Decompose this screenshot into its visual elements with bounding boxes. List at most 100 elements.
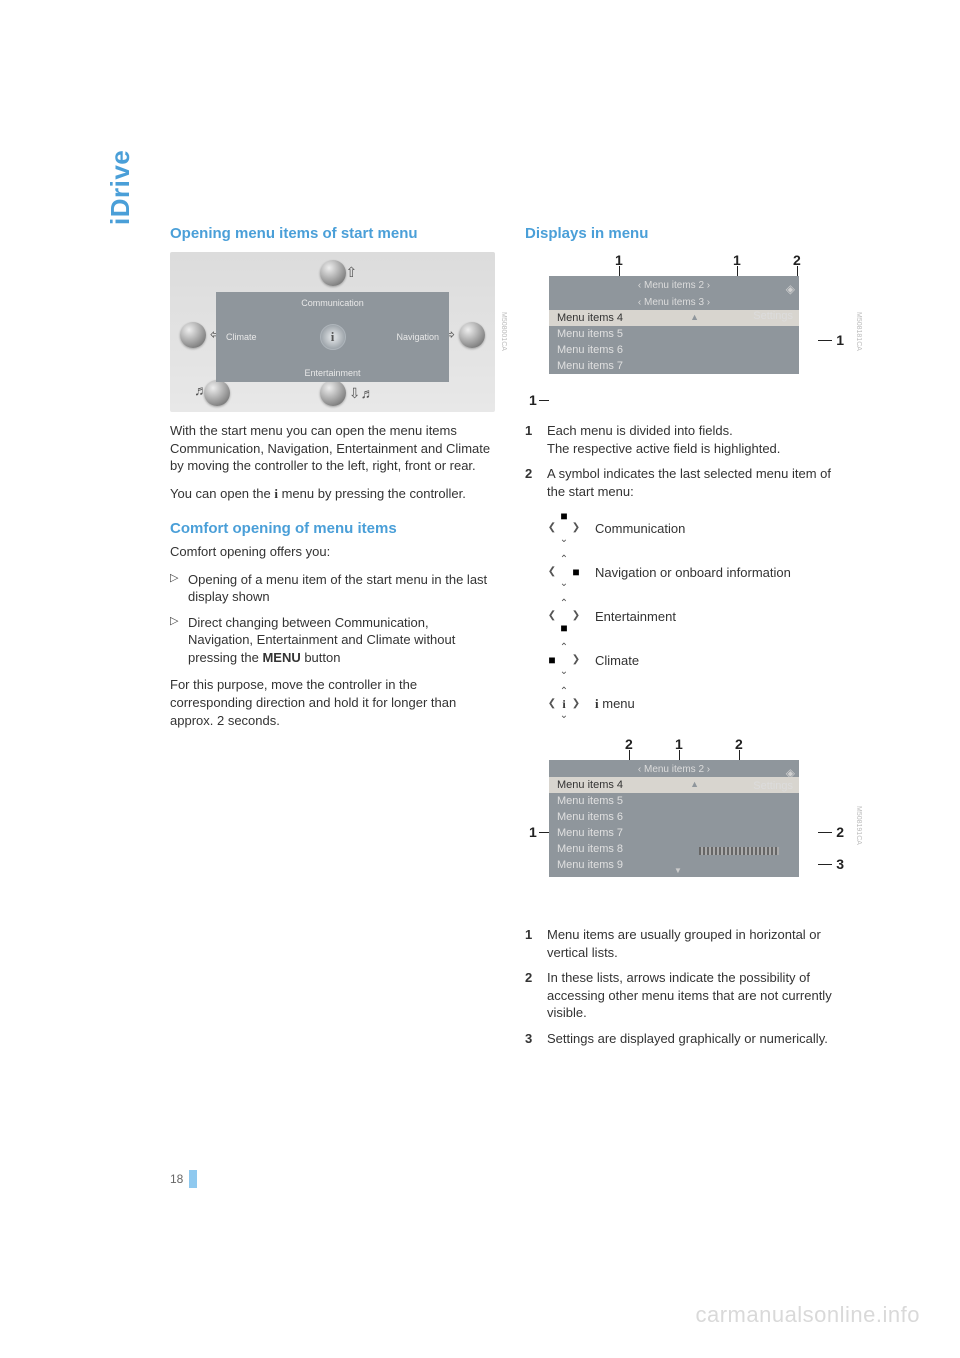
callout-line bbox=[619, 266, 620, 276]
heading-displays-in-menu: Displays in menu bbox=[525, 225, 850, 242]
text-fragment: menu bbox=[599, 696, 635, 711]
icon-def-navigation: ⌃❮■⌄ Navigation or onboard information bbox=[547, 554, 850, 590]
callout-3-right: 3 bbox=[836, 856, 844, 872]
icon-def-label: Entertainment bbox=[595, 609, 676, 624]
text-fragment: menu by pressing the controller. bbox=[278, 486, 466, 501]
menu-screen: ◈ ‹ Menu items 2 › ‹ Menu items 3 › Menu… bbox=[549, 276, 799, 374]
triangle-icon: ▲ bbox=[690, 312, 699, 322]
knob-left-icon bbox=[180, 322, 206, 348]
direction-center-i-icon: ⌃❮i❯⌄ bbox=[547, 686, 581, 722]
side-section-title: iDrive bbox=[105, 150, 136, 225]
knob-top-icon bbox=[320, 260, 346, 286]
icon-def-communication: ■❮❯⌄ Communication bbox=[547, 510, 850, 546]
watermark: carmanualsonline.info bbox=[695, 1302, 920, 1328]
figure-start-menu: ⇧ ⇦▯ ▯⇨ ♬ ⇩♬ Communication Climate Navig… bbox=[170, 252, 495, 412]
callout-1-bottom: 1 bbox=[529, 392, 537, 408]
knob-right-icon bbox=[459, 322, 485, 348]
list-number: 2 bbox=[525, 969, 532, 987]
list-number: 1 bbox=[525, 422, 532, 440]
note-left-icon: ♬ bbox=[194, 382, 208, 398]
direction-down-icon: ⌃❮❯■ bbox=[547, 598, 581, 634]
menu-row: Menu items 9 ▼ bbox=[549, 857, 799, 877]
callout-line bbox=[737, 266, 738, 276]
menu-header-row: ‹ Menu items 2 › bbox=[549, 760, 799, 777]
left-column: Opening menu items of start menu ⇧ ⇦▯ ▯⇨… bbox=[170, 225, 495, 1057]
knob-bottom-icon bbox=[320, 380, 346, 406]
num-list-fig3: 1 Menu items are usually grouped in horiz… bbox=[525, 926, 850, 1047]
icon-def-entertainment: ⌃❮❯■ Entertainment bbox=[547, 598, 850, 634]
menu-row: Menu items 5 bbox=[549, 793, 799, 809]
callout-1-left: 1 bbox=[529, 824, 537, 840]
list-item: 2In these lists, arrows indicate the pos… bbox=[525, 969, 850, 1022]
list-item: 3 Settings are displayed graphically or n… bbox=[525, 1030, 850, 1048]
menu-header-row: ‹ Menu items 2 › bbox=[549, 276, 799, 293]
icon-definitions: ■❮❯⌄ Communication ⌃❮■⌄ Navigation or on… bbox=[547, 510, 850, 722]
menu-right-panel: Settings bbox=[753, 310, 793, 322]
list-number: 1 bbox=[525, 926, 532, 944]
triangle-down-icon: ▼ bbox=[674, 866, 682, 875]
heading-opening-menu: Opening menu items of start menu bbox=[170, 225, 495, 242]
columns-wrap: Opening menu items of start menu ⇧ ⇦▯ ▯⇨… bbox=[170, 225, 850, 1057]
direction-up-icon: ■❮❯⌄ bbox=[547, 510, 581, 546]
arrow-down-icon: ⇩♬ bbox=[349, 385, 375, 402]
progress-bar-icon bbox=[699, 847, 779, 855]
list-item: 1 Menu items are usually grouped in horiz… bbox=[525, 926, 850, 961]
menu-row-label: Menu items 9 bbox=[557, 859, 623, 871]
direction-right-icon: ⌃❮■⌄ bbox=[547, 554, 581, 590]
list-item: 2 A symbol indicates the last selected me… bbox=[525, 465, 850, 500]
callout-line bbox=[629, 750, 630, 760]
menu-row: Menu items 7 bbox=[549, 825, 799, 841]
list-text: Settings are displayed graphically or nu… bbox=[547, 1031, 828, 1046]
paragraph-comfort-instruction: For this purpose, move the controller in… bbox=[170, 676, 495, 729]
right-column: Displays in menu 1 1 2 ◈ ‹ Menu items 2 … bbox=[525, 225, 850, 1057]
callout-line bbox=[539, 832, 549, 833]
callout-2-right: 2 bbox=[836, 824, 844, 840]
callout-1-right: 1 bbox=[836, 332, 844, 348]
menu-right-panel: Settings bbox=[753, 780, 793, 792]
diamond-nav-icon: ◈ bbox=[786, 282, 795, 296]
figure-caption: M508001CA bbox=[500, 312, 507, 351]
start-menu-screen: Communication Climate Navigation Enterta… bbox=[216, 292, 449, 382]
paragraph-open-i-menu: You can open the i menu by pressing the … bbox=[170, 485, 495, 503]
menu-row-label: Menu items 4 bbox=[557, 312, 623, 324]
menu-header-row: ‹ Menu items 3 › bbox=[549, 293, 799, 310]
icon-def-label: Communication bbox=[595, 521, 685, 536]
num-list-fig2: 1Each menu is divided into fields.The re… bbox=[525, 422, 850, 500]
text-fragment: You can open the bbox=[170, 486, 274, 501]
list-text: A symbol indicates the last selected men… bbox=[547, 466, 831, 499]
list-number: 2 bbox=[525, 465, 532, 483]
icon-def-label: Climate bbox=[595, 653, 639, 668]
figure-caption: M508191CA bbox=[855, 806, 862, 845]
center-i-icon: i bbox=[320, 324, 346, 350]
callout-line bbox=[539, 400, 549, 401]
page-tab-icon bbox=[189, 1170, 197, 1188]
list-text: Menu items are usually grouped in horizo… bbox=[547, 927, 821, 960]
list-item: 1Each menu is divided into fields.The re… bbox=[525, 422, 850, 457]
triangle-icon: ▲ bbox=[690, 779, 699, 789]
comfort-bullet-list: Opening of a menu item of the start menu… bbox=[170, 571, 495, 667]
icon-def-i-menu: ⌃❮i❯⌄ i menu bbox=[547, 686, 850, 722]
figure-caption: M508181CA bbox=[855, 312, 862, 351]
icon-def-climate: ⌃■❯⌄ Climate bbox=[547, 642, 850, 678]
icon-def-label: i menu bbox=[595, 696, 635, 712]
list-number: 3 bbox=[525, 1030, 532, 1048]
callout-line bbox=[739, 750, 740, 760]
label-communication: Communication bbox=[301, 298, 364, 308]
menu-button-label: MENU bbox=[262, 650, 300, 665]
paragraph-comfort-intro: Comfort opening offers you: bbox=[170, 543, 495, 561]
icon-def-label: Navigation or onboard information bbox=[595, 565, 791, 580]
paragraph-start-menu-intro: With the start menu you can open the men… bbox=[170, 422, 495, 475]
menu-screen: ◈ ‹ Menu items 2 › Menu items 4▲ Setting… bbox=[549, 760, 799, 877]
menu-row: Menu items 7 bbox=[549, 358, 799, 374]
page: iDrive Opening menu items of start menu … bbox=[0, 0, 960, 1358]
label-climate: Climate bbox=[226, 332, 257, 342]
list-item: Direct changing between Communication, N… bbox=[170, 614, 495, 667]
list-item: Opening of a menu item of the start menu… bbox=[170, 571, 495, 606]
text-fragment: button bbox=[301, 650, 341, 665]
direction-left-icon: ⌃■❯⌄ bbox=[547, 642, 581, 678]
label-entertainment: Entertainment bbox=[304, 368, 360, 378]
menu-row: Menu items 6 bbox=[549, 342, 799, 358]
page-number-text: 18 bbox=[170, 1172, 183, 1186]
callout-line bbox=[818, 832, 832, 833]
heading-comfort-opening: Comfort opening of menu items bbox=[170, 520, 495, 537]
